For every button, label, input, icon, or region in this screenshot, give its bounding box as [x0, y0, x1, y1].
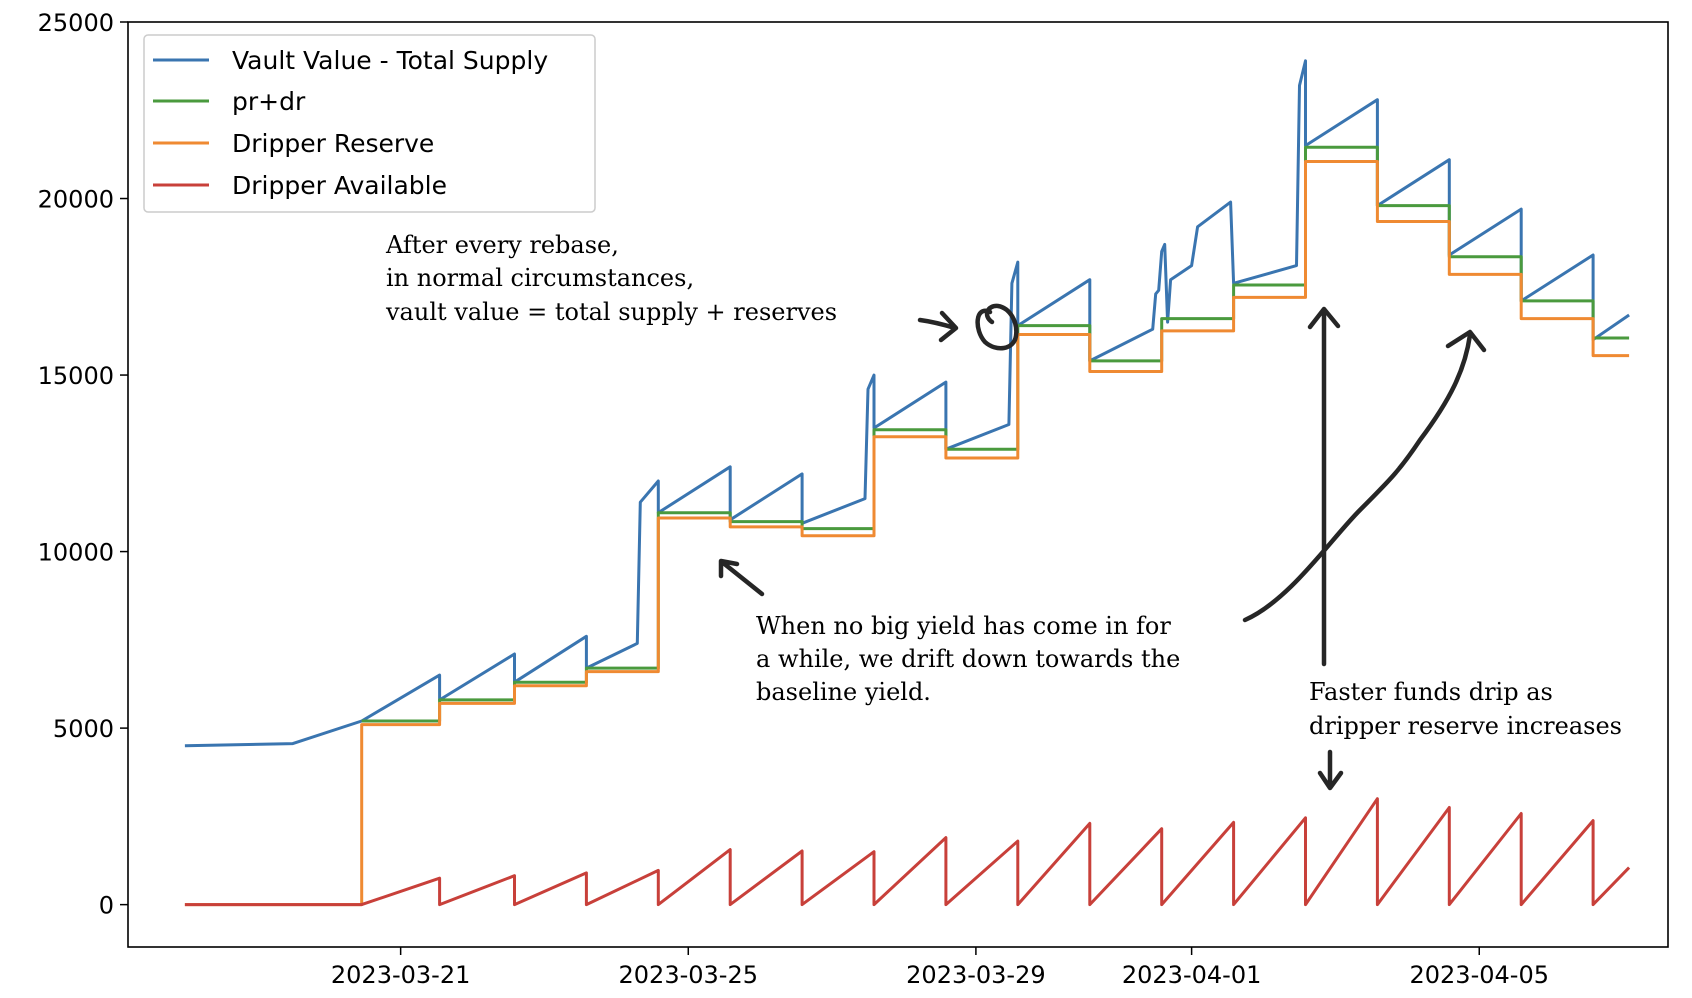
y-tick-label-0: 0 — [99, 892, 114, 920]
down-arrow-icon — [1317, 749, 1344, 791]
annotation-drip-line-1: Faster funds drip as — [1309, 678, 1553, 706]
vertical-arrow-icon — [1307, 306, 1341, 667]
legend-label-2: Dripper Reserve — [232, 129, 434, 158]
legend-box — [143, 34, 596, 213]
legend-label-0: Vault Value - Total Supply — [232, 46, 548, 75]
annotation-drift-line-3: baseline yield. — [756, 678, 931, 706]
rebase-arrow-icon — [917, 310, 959, 343]
annotation-rebase-line-2: in normal circumstances, — [386, 264, 694, 292]
legend-label-3: Dripper Available — [232, 171, 447, 200]
annotation-drip: Faster funds drip as dripper reserve inc… — [1309, 678, 1622, 740]
annotation-drift: When no big yield has come in for a whil… — [756, 612, 1180, 706]
annotation-drip-line-2: dripper reserve increases — [1309, 712, 1622, 740]
annotation-rebase-line-1: After every rebase, — [385, 231, 619, 259]
reserve-curve-arrow-icon — [1242, 329, 1487, 623]
annotation-drift-line-1: When no big yield has come in for — [756, 612, 1171, 640]
annotation-drift-line-2: a while, we drift down towards the — [756, 645, 1180, 673]
x-tick-label-2: 2023-03-29 — [906, 961, 1045, 989]
annotation-rebase-line-3: vault value = total supply + reserves — [385, 298, 837, 326]
legend: Vault Value - Total Supply pr+dr Dripper… — [143, 34, 596, 213]
series-line-2 — [184, 160, 1630, 907]
x-tick-label-1: 2023-03-25 — [619, 961, 758, 989]
legend-label-1: pr+dr — [232, 87, 306, 116]
x-tick-label-0: 2023-03-21 — [331, 961, 470, 989]
x-tick-label-4: 2023-04-05 — [1410, 961, 1549, 989]
y-tick-label-4: 20000 — [38, 186, 114, 214]
annotation-rebase: After every rebase, in normal circumstan… — [385, 231, 837, 326]
drift-arrow-icon — [718, 558, 765, 597]
rebase-circle-mark — [975, 303, 1019, 351]
y-axis: 0 5000 10000 15000 20000 25000 — [38, 9, 128, 920]
y-tick-label-5: 25000 — [38, 9, 114, 37]
y-tick-label-3: 15000 — [38, 362, 114, 390]
hand-drawn-marks — [718, 303, 1487, 791]
series-line-3 — [184, 797, 1631, 907]
y-tick-label-1: 5000 — [53, 715, 114, 743]
y-tick-label-2: 10000 — [38, 539, 114, 567]
x-tick-label-3: 2023-04-01 — [1122, 961, 1261, 989]
x-axis: 2023-03-21 2023-03-25 2023-03-29 2023-04-01… — [331, 947, 1549, 989]
plot-frame — [127, 21, 1669, 948]
